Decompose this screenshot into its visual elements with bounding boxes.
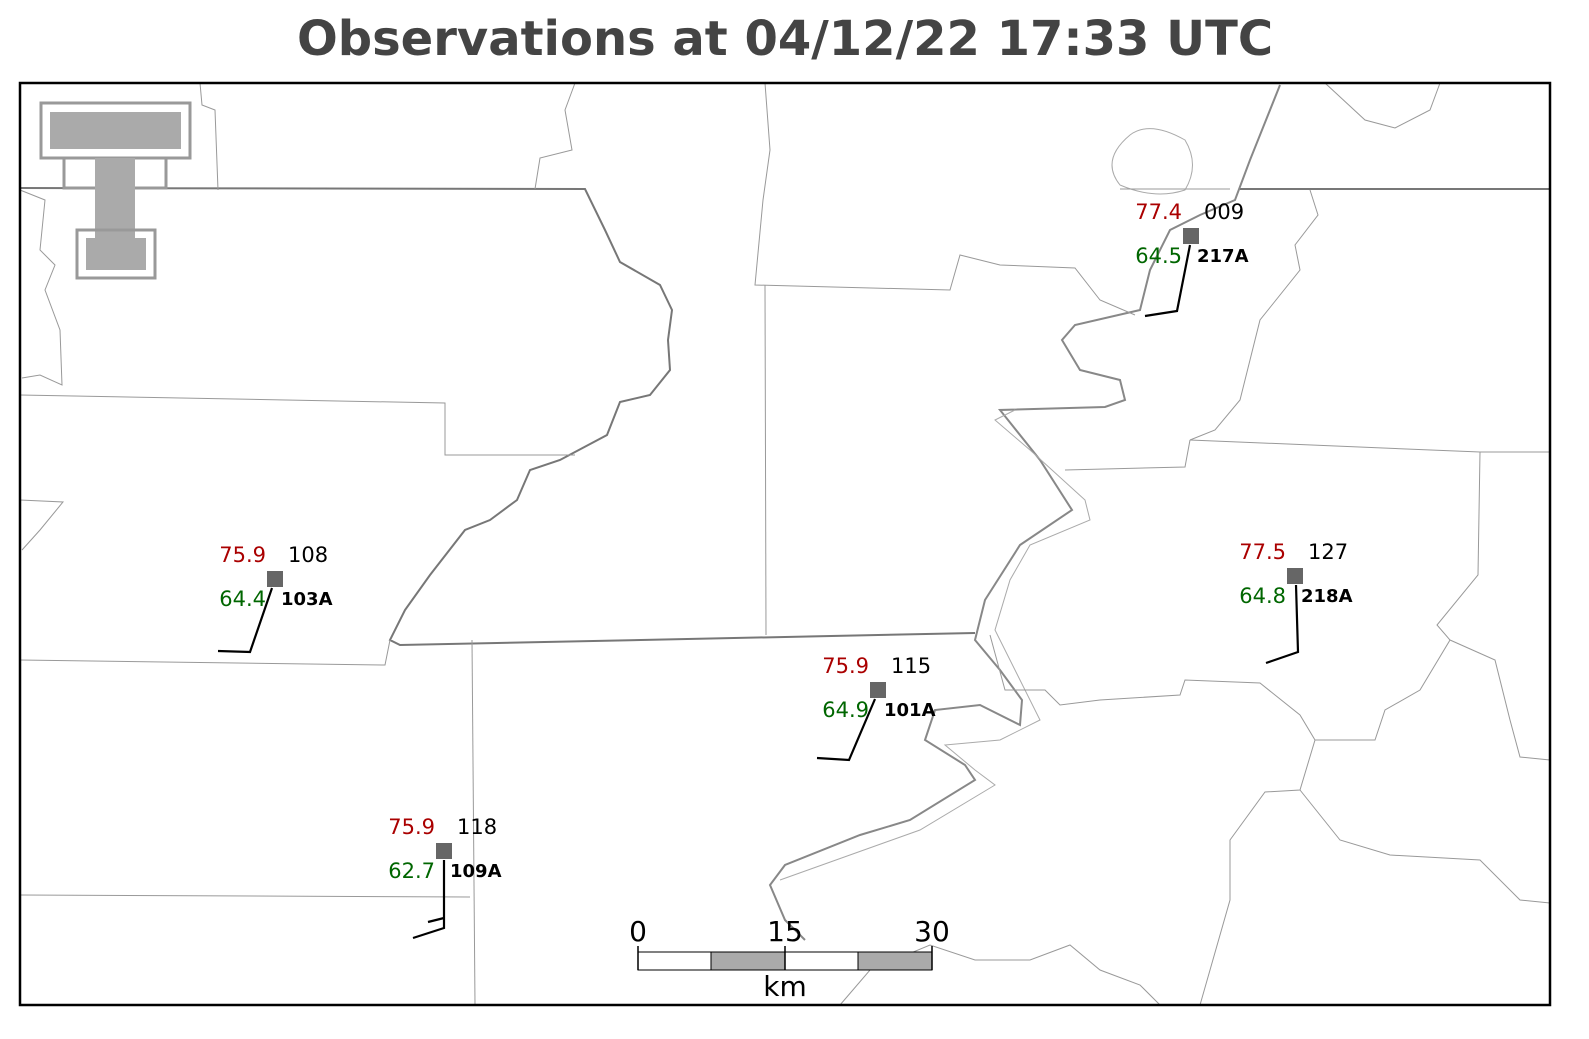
station-marker (870, 682, 886, 698)
station-marker (267, 571, 283, 587)
wind-barb (816, 698, 877, 762)
pressure: 127 (1308, 540, 1348, 564)
temperature: 75.9 (822, 654, 869, 678)
wind-barb (427, 916, 445, 924)
station-marker (1287, 568, 1303, 584)
wind-barb (1265, 584, 1300, 665)
temperature: 77.5 (1239, 540, 1286, 564)
station-id: 109A (450, 861, 502, 882)
station: 75.9 115 64.9 101A (816, 654, 936, 762)
station-id: 101A (884, 700, 936, 721)
station-marker (436, 843, 452, 859)
stations: 77.4 009 64.5 217A 75.9 108 64.4 103A 77.5 127 64.… (217, 200, 1353, 940)
temperature: 77.4 (1135, 200, 1182, 224)
wind-barb (412, 860, 446, 940)
temperature: 75.9 (219, 543, 266, 567)
map-frame (18, 81, 1552, 1007)
pressure: 118 (457, 815, 497, 839)
station-marker (1183, 228, 1199, 244)
scale-bar: km 0 15 30 (629, 915, 950, 1003)
station: 77.5 127 64.8 218A (1239, 540, 1353, 665)
scale-tick-label: 0 (629, 915, 647, 948)
pressure: 115 (891, 654, 931, 678)
wind-barb (217, 587, 274, 654)
station: 77.4 009 64.5 217A (1135, 200, 1249, 318)
station-id: 217A (1197, 246, 1249, 267)
station: 75.9 118 62.7 109A (388, 815, 502, 940)
station-id: 218A (1301, 586, 1353, 607)
dewpoint: 62.7 (388, 859, 435, 883)
scale-tick-label: 15 (767, 915, 803, 948)
map-lines (19, 82, 1551, 1006)
dewpoint: 64.9 (822, 698, 869, 722)
station-id: 103A (281, 589, 333, 610)
dewpoint: 64.5 (1135, 244, 1182, 268)
title: Observations at 04/12/22 17:33 UTC (297, 11, 1273, 67)
scale-tick-label: 30 (914, 915, 950, 948)
wind-barb (1144, 244, 1192, 318)
temperature: 75.9 (388, 815, 435, 839)
pressure: 108 (288, 543, 328, 567)
dewpoint: 64.8 (1239, 584, 1286, 608)
dewpoint: 64.4 (219, 587, 266, 611)
logo (39, 101, 192, 280)
scale-unit: km (763, 970, 807, 1003)
pressure: 009 (1204, 200, 1244, 224)
station: 75.9 108 64.4 103A (217, 543, 333, 654)
